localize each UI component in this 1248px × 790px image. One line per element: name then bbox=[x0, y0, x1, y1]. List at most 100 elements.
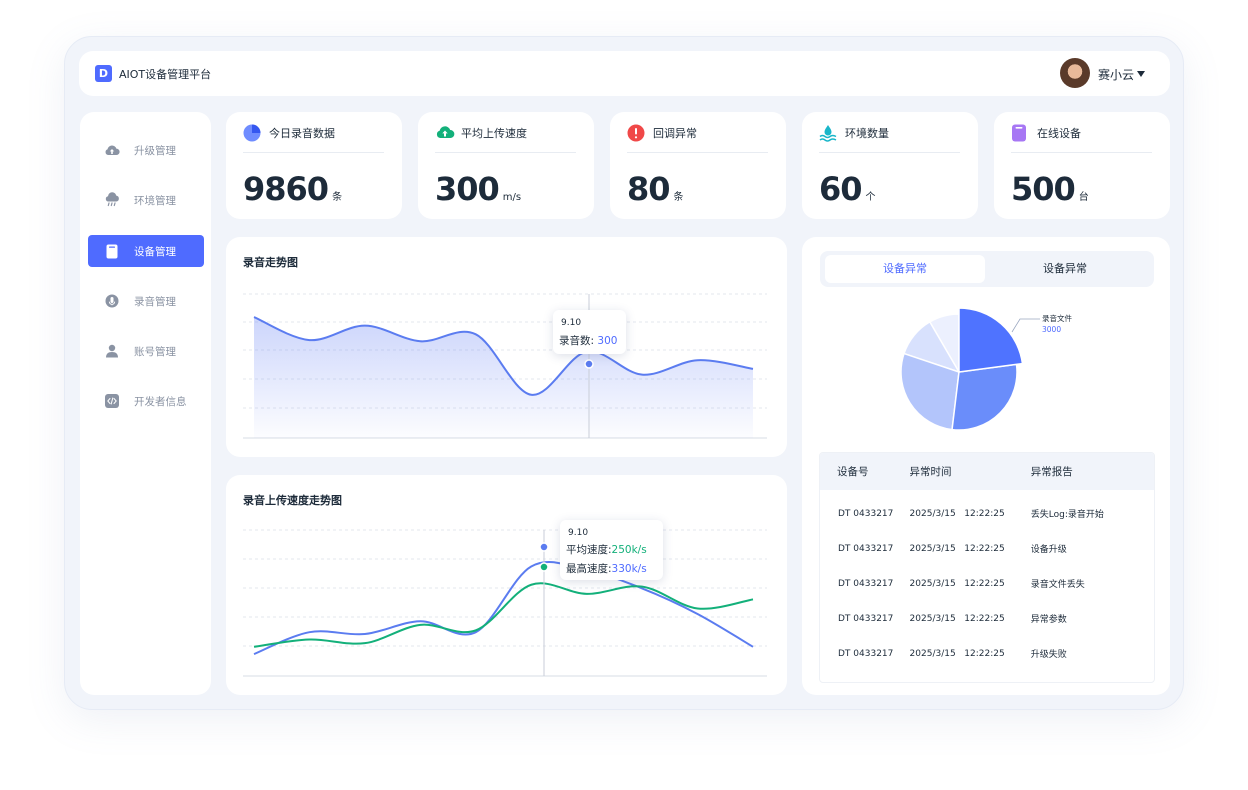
pie-slice[interactable] bbox=[951, 363, 1018, 431]
stat-value: 60 个 bbox=[819, 170, 876, 208]
stat-value: 80 条 bbox=[627, 170, 684, 208]
sidebar-item-devices[interactable]: 设备管理 bbox=[88, 235, 204, 267]
device-icon bbox=[1011, 124, 1029, 142]
chart-title: 录音走势图 bbox=[243, 256, 298, 269]
sidebar-item-recordings[interactable]: 录音管理 bbox=[88, 285, 204, 317]
sidebar-item-label: 升级管理 bbox=[134, 144, 176, 157]
stat-card-online-devices: 在线设备 500 台 bbox=[994, 112, 1170, 219]
data-point-highlight[interactable] bbox=[584, 359, 594, 369]
sidebar-item-label: 账号管理 bbox=[134, 345, 176, 358]
pie-slice[interactable] bbox=[900, 352, 960, 431]
column-header: 异常报告 bbox=[1030, 466, 1073, 478]
pie-label-leader bbox=[1011, 318, 1040, 333]
recording-trend-chart bbox=[243, 293, 767, 439]
cell-time: 2025/3/15 12:22:25 bbox=[909, 543, 1005, 554]
cell-device-id: DT 0433217 bbox=[838, 543, 894, 554]
table-row[interactable]: DT 0433217 2025/3/15 12:22:25 升级失败 bbox=[820, 636, 1154, 671]
cell-report: 升级失败 bbox=[1030, 650, 1067, 660]
sidebar-item-label: 开发者信息 bbox=[134, 395, 187, 408]
pie-label-value: 3000 bbox=[1042, 325, 1062, 334]
pie-slice[interactable] bbox=[958, 307, 1024, 373]
cell-report: 丢失Log:录音开始 bbox=[1030, 510, 1104, 520]
series-line-max bbox=[253, 561, 754, 656]
stat-value: 300 m/s bbox=[435, 170, 522, 208]
upload-speed-trend-card: 录音上传速度走势图 9.10 平均速度:250k/s 最高速度:330k/s bbox=[226, 475, 787, 695]
cloud-upload-icon bbox=[435, 124, 455, 142]
device-anomaly-panel: 设备异常 设备异常 录音文件 3000 设备号 异常时间 异常报告 DT 043… bbox=[802, 237, 1170, 695]
upload-speed-chart bbox=[243, 529, 767, 677]
column-header: 设备号 bbox=[837, 466, 869, 478]
sidebar-item-upgrade[interactable]: 升级管理 bbox=[88, 134, 204, 166]
tooltip-row-max: 最高速度:330k/s bbox=[566, 563, 647, 575]
alert-icon bbox=[627, 124, 645, 142]
cell-time: 2025/3/15 12:22:25 bbox=[909, 648, 1005, 659]
tooltip-date: 9.10 bbox=[561, 318, 582, 328]
app-title: AIOT设备管理平台 bbox=[119, 68, 212, 81]
tab-device-anomaly[interactable]: 设备异常 bbox=[825, 255, 985, 283]
series-line-avg bbox=[253, 582, 754, 648]
tooltip-date: 9.10 bbox=[568, 528, 589, 538]
cloud-upload-icon bbox=[104, 142, 120, 158]
series-line bbox=[253, 316, 754, 396]
app-logo: D bbox=[95, 65, 112, 82]
cell-device-id: DT 0433217 bbox=[838, 648, 894, 659]
stat-title: 回调异常 bbox=[653, 127, 697, 140]
tab-device-anomaly-2[interactable]: 设备异常 bbox=[1043, 262, 1087, 275]
cell-device-id: DT 0433217 bbox=[838, 578, 894, 589]
cell-report: 设备升级 bbox=[1030, 545, 1067, 555]
table-row[interactable]: DT 0433217 2025/3/15 12:22:25 异常参数 bbox=[820, 601, 1154, 636]
grid bbox=[243, 529, 767, 677]
divider bbox=[627, 152, 768, 153]
stat-title: 环境数量 bbox=[845, 127, 889, 140]
data-point-highlight[interactable] bbox=[539, 542, 549, 552]
tooltip-row-avg: 平均速度:250k/s bbox=[566, 544, 647, 556]
sidebar-item-accounts[interactable]: 账号管理 bbox=[88, 335, 204, 367]
stat-card-environments: 环境数量 60 个 bbox=[802, 112, 978, 219]
data-point-highlight[interactable] bbox=[539, 562, 549, 572]
sidebar-item-label: 录音管理 bbox=[134, 295, 176, 308]
anomaly-table: 设备号 异常时间 异常报告 DT 0433217 2025/3/15 12:22… bbox=[819, 452, 1155, 683]
stat-card-upload-speed: 平均上传速度 300 m/s bbox=[418, 112, 594, 219]
anomaly-pie-chart bbox=[900, 307, 1040, 431]
cell-device-id: DT 0433217 bbox=[838, 613, 894, 624]
sidebar-item-environment[interactable]: 环境管理 bbox=[88, 184, 204, 216]
chart-tooltip: 9.10 录音数: 300 bbox=[553, 310, 626, 354]
sidebar-item-label: 设备管理 bbox=[134, 245, 176, 258]
table-row[interactable]: DT 0433217 2025/3/15 12:22:25 录音文件丢失 bbox=[820, 566, 1154, 601]
stat-value: 9860 条 bbox=[243, 170, 343, 208]
stat-title: 在线设备 bbox=[1037, 127, 1081, 140]
pie-label: 录音文件 bbox=[1042, 314, 1072, 323]
cell-report: 异常参数 bbox=[1030, 615, 1067, 625]
recording-trend-card: 录音走势图 9.10 录音数: 300 bbox=[226, 237, 787, 457]
stat-title: 今日录音数据 bbox=[269, 127, 335, 140]
divider bbox=[819, 152, 960, 153]
sidebar-item-label: 环境管理 bbox=[134, 194, 176, 207]
water-icon bbox=[819, 124, 837, 142]
divider bbox=[243, 152, 384, 153]
user-icon bbox=[104, 343, 120, 359]
cell-report: 录音文件丢失 bbox=[1030, 580, 1085, 590]
divider bbox=[1011, 152, 1152, 153]
table-header: 设备号 异常时间 异常报告 bbox=[820, 453, 1154, 490]
avatar[interactable] bbox=[1060, 58, 1090, 88]
column-header: 异常时间 bbox=[909, 466, 952, 478]
chart-tooltip: 9.10 平均速度:250k/s 最高速度:330k/s bbox=[560, 520, 663, 580]
stat-value: 500 台 bbox=[1011, 170, 1089, 208]
tooltip-row: 录音数: 300 bbox=[559, 335, 618, 347]
divider bbox=[435, 152, 576, 153]
top-bar: D AIOT设备管理平台 赛小云 bbox=[79, 51, 1170, 96]
table-row[interactable]: DT 0433217 2025/3/15 12:22:25 设备升级 bbox=[820, 531, 1154, 566]
cell-device-id: DT 0433217 bbox=[838, 508, 894, 519]
table-row[interactable]: DT 0433217 2025/3/15 12:22:25 丢失Log:录音开始 bbox=[820, 496, 1154, 531]
tab-bar: 设备异常 设备异常 bbox=[820, 251, 1154, 287]
cell-time: 2025/3/15 12:22:25 bbox=[909, 578, 1005, 589]
cell-time: 2025/3/15 12:22:25 bbox=[909, 613, 1005, 624]
stat-title: 平均上传速度 bbox=[461, 127, 527, 140]
sidebar-item-developer[interactable]: 开发者信息 bbox=[88, 385, 204, 417]
user-name[interactable]: 赛小云 bbox=[1098, 68, 1135, 82]
cell-time: 2025/3/15 12:22:25 bbox=[909, 508, 1005, 519]
chevron-down-icon[interactable] bbox=[1137, 71, 1145, 77]
cloud-rain-icon bbox=[104, 192, 120, 208]
code-icon bbox=[104, 393, 120, 409]
device-icon bbox=[104, 243, 120, 259]
